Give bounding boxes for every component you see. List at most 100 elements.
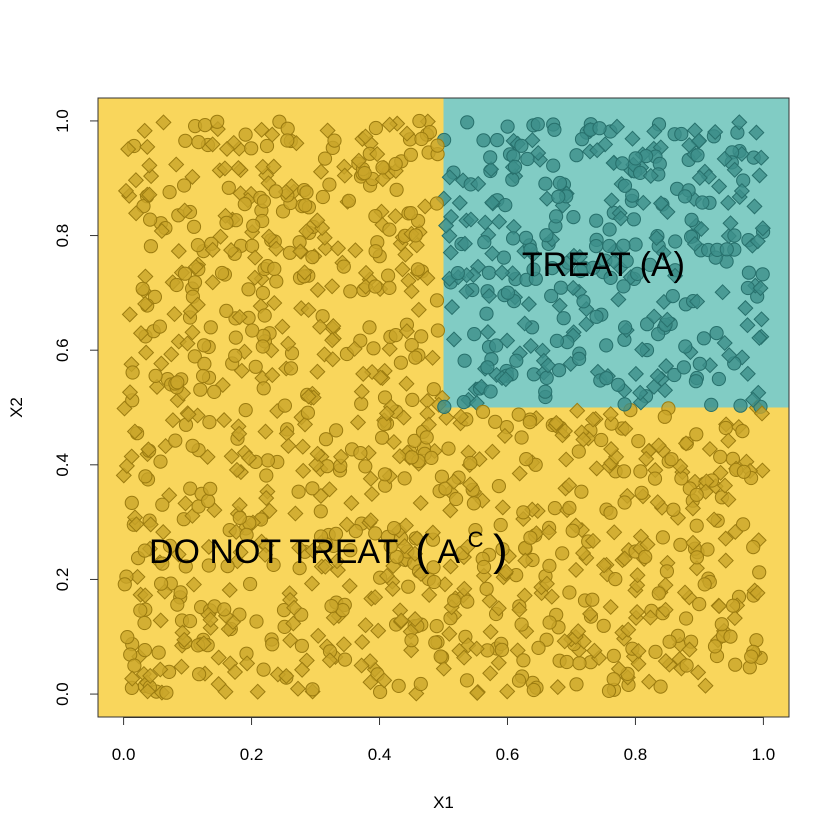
data-point <box>370 622 387 639</box>
data-point <box>647 471 663 486</box>
data-point <box>514 430 529 445</box>
data-point <box>426 382 441 397</box>
data-point <box>716 477 734 494</box>
data-point <box>477 214 494 231</box>
data-point <box>117 182 135 199</box>
data-point <box>395 409 412 426</box>
data-point <box>294 438 311 455</box>
data-point <box>185 576 202 593</box>
data-point <box>282 632 299 649</box>
data-point <box>589 309 604 324</box>
data-point <box>538 575 555 592</box>
data-point <box>650 437 667 454</box>
data-point <box>548 414 565 431</box>
data-point <box>406 545 424 562</box>
data-point <box>182 303 199 320</box>
data-point <box>716 150 733 167</box>
data-point <box>629 603 646 621</box>
data-point <box>720 491 737 508</box>
data-point <box>459 538 476 555</box>
data-point <box>429 619 444 634</box>
data-point <box>243 576 258 592</box>
data-point <box>594 432 609 448</box>
data-point <box>462 211 479 228</box>
data-point <box>287 505 304 522</box>
data-point <box>698 473 715 490</box>
data-point <box>216 160 233 177</box>
data-point <box>303 575 321 592</box>
data-point <box>494 642 509 658</box>
data-point <box>470 175 487 192</box>
data-point <box>749 633 764 648</box>
data-point <box>354 396 369 411</box>
data-point <box>744 649 759 664</box>
data-point <box>197 356 212 371</box>
data-point <box>707 639 723 654</box>
data-point <box>377 390 393 405</box>
data-point <box>733 398 748 413</box>
data-point <box>350 152 367 169</box>
data-point <box>509 353 524 368</box>
x-tick-label: 0.4 <box>368 745 392 764</box>
data-point <box>197 338 212 353</box>
data-point <box>362 512 379 529</box>
x-tick-label: 0.6 <box>496 745 520 764</box>
data-point <box>153 454 168 469</box>
y-tick-label: 1.0 <box>53 109 72 133</box>
data-point <box>684 500 701 517</box>
data-point <box>343 543 358 558</box>
data-point <box>292 561 307 576</box>
data-point <box>565 523 580 538</box>
data-point <box>336 259 351 274</box>
data-point <box>265 637 280 652</box>
data-point <box>141 186 158 203</box>
data-point <box>657 601 674 618</box>
data-point <box>689 487 704 502</box>
data-point <box>368 209 383 224</box>
data-point <box>137 543 152 558</box>
data-point <box>266 557 281 573</box>
data-point <box>403 206 418 221</box>
data-point <box>689 427 704 442</box>
data-point <box>120 141 137 158</box>
y-tick-label: 0.0 <box>53 682 72 706</box>
data-point <box>186 219 202 234</box>
data-point <box>321 652 338 669</box>
data-point <box>688 560 705 577</box>
data-point <box>549 679 566 696</box>
data-point <box>442 244 459 261</box>
data-point <box>601 683 617 699</box>
data-point <box>630 642 647 660</box>
data-point <box>655 244 672 261</box>
data-point <box>603 441 620 458</box>
data-point <box>363 485 380 503</box>
data-point <box>241 282 256 297</box>
data-point <box>121 384 139 401</box>
data-point <box>207 384 222 399</box>
data-point <box>140 441 157 458</box>
data-point <box>632 384 649 401</box>
data-point <box>497 371 514 388</box>
data-point <box>505 172 520 187</box>
y-tick-label: 0.6 <box>53 338 72 362</box>
data-point <box>373 684 388 700</box>
data-point <box>185 438 200 453</box>
data-point <box>739 365 756 382</box>
data-point <box>187 275 203 290</box>
data-point <box>201 493 216 508</box>
data-point <box>575 431 592 448</box>
data-point <box>657 409 672 424</box>
data-point <box>542 558 557 574</box>
data-point <box>221 581 238 599</box>
data-point <box>626 212 642 227</box>
data-point <box>384 580 401 597</box>
data-point <box>299 185 314 200</box>
data-point <box>429 293 445 308</box>
data-point <box>414 329 429 344</box>
data-point <box>378 405 395 422</box>
data-point <box>498 198 513 213</box>
data-point <box>357 264 375 281</box>
data-point <box>628 151 643 166</box>
data-point <box>245 238 260 253</box>
data-point <box>267 261 282 276</box>
